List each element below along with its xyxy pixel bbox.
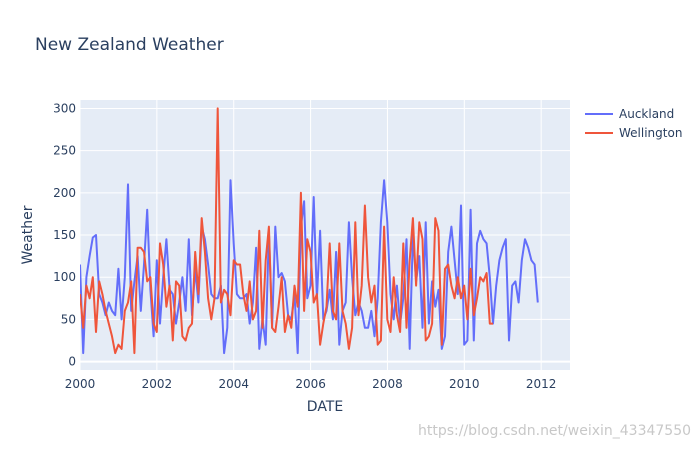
x-axis-ticks: 2000 2002 2004 2006 2008 2010 2012 [65, 377, 557, 391]
x-tick-label: 2000 [65, 377, 96, 391]
x-tick-label: 2004 [218, 377, 249, 391]
x-tick-label: 2008 [372, 377, 403, 391]
y-axis-title: Weather [20, 205, 36, 264]
x-tick-label: 2006 [295, 377, 326, 391]
chart-title: New Zealand Weather [35, 35, 224, 55]
y-tick-label: 300 [53, 101, 76, 115]
y-tick-label: 250 [53, 144, 76, 158]
y-tick-label: 150 [53, 228, 76, 242]
legend-label-auckland: Auckland [619, 107, 674, 121]
x-tick-label: 2010 [449, 377, 480, 391]
x-axis-title: DATE [307, 399, 343, 415]
y-tick-label: 100 [53, 270, 76, 284]
series-line-auckland [80, 179, 539, 355]
y-tick-label: 50 [61, 312, 76, 326]
y-axis-ticks: 0 50 100 150 200 250 300 [53, 101, 76, 368]
series-lines [80, 107, 539, 355]
x-tick-label: 2012 [526, 377, 557, 391]
watermark: https://blog.csdn.net/weixin_43347550 [418, 423, 692, 439]
legend-label-wellington: Wellington [619, 126, 682, 140]
x-tick-label: 2002 [142, 377, 173, 391]
y-tick-label: 200 [53, 186, 76, 200]
y-tick-label: 0 [68, 355, 76, 369]
legend: Auckland Wellington [585, 107, 682, 140]
series-line-wellington [80, 107, 493, 355]
